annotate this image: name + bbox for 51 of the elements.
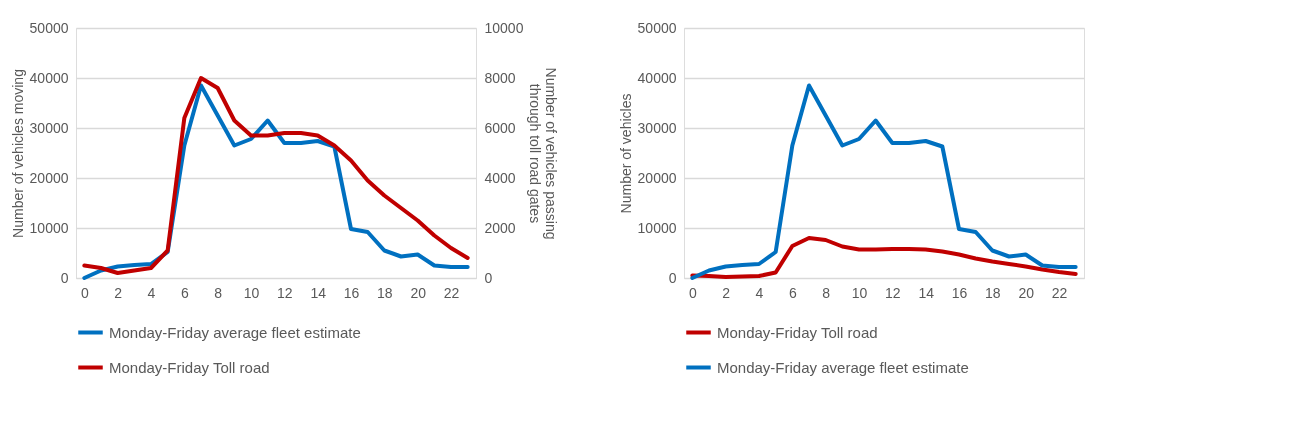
y-tick-label: 20000	[637, 169, 677, 186]
x-tick-label: 2	[114, 284, 123, 301]
x-tick-label: 18	[377, 284, 393, 301]
x-tick-label: 0	[688, 284, 697, 301]
line-series	[690, 83, 1078, 280]
x-tick-label: 16	[951, 284, 968, 301]
y-tick-label: 40000	[637, 69, 677, 86]
x-tick-label: 20	[410, 284, 427, 301]
x-tick-label: 0	[80, 284, 89, 301]
x-tick-label: 6	[180, 284, 189, 301]
x-tick-label: 12	[885, 284, 901, 301]
x-tick-label: 20	[1018, 284, 1035, 301]
x-tick-label: 4	[147, 284, 156, 301]
x-tick-label: 12	[277, 284, 293, 301]
x-tick-label: 2	[722, 284, 731, 301]
y2-tick-label: 6000	[484, 119, 516, 136]
y-tick-label: 0	[60, 269, 69, 286]
legend-label: Monday-Friday average fleet estimate	[109, 323, 361, 341]
y-axis-title: Number of vehicles moving	[9, 69, 26, 238]
x-tick-label: 8	[822, 284, 831, 301]
y-tick-label: 30000	[637, 119, 677, 136]
y2-tick-label: 0	[484, 269, 493, 286]
y-axis-title: Number of vehicles	[617, 93, 634, 214]
y-tick-label: 30000	[29, 119, 69, 136]
x-tick-label: 22	[1051, 284, 1068, 301]
y-tick-label: 40000	[29, 69, 69, 86]
y-tick-label: 10000	[29, 219, 69, 236]
y2-tick-label: 8000	[484, 69, 516, 86]
y-tick-label: 20000	[29, 169, 69, 186]
x-tick-label: 10	[851, 284, 868, 301]
legend-label: Monday-Friday average fleet estimate	[717, 358, 969, 376]
line-series	[690, 236, 1078, 279]
y2-axis-title: Number of vehicles passing through toll road gates	[527, 67, 560, 240]
y2-tick-label: 4000	[484, 169, 516, 186]
x-tick-label: 10	[243, 284, 260, 301]
y2-tick-label: 10000	[484, 19, 524, 36]
y-tick-label: 10000	[637, 219, 677, 236]
y-tick-label: 50000	[29, 19, 69, 36]
legend-label: Monday-Friday Toll road	[717, 323, 878, 341]
x-tick-label: 18	[985, 284, 1001, 301]
x-tick-label: 8	[214, 284, 223, 301]
x-tick-label: 14	[310, 284, 327, 301]
y2-tick-label: 2000	[484, 219, 516, 236]
x-tick-label: 16	[343, 284, 360, 301]
x-tick-label: 4	[755, 284, 764, 301]
x-tick-label: 14	[918, 284, 935, 301]
x-tick-label: 6	[788, 284, 797, 301]
x-tick-label: 22	[443, 284, 460, 301]
y-tick-label: 50000	[637, 19, 677, 36]
y-tick-label: 0	[668, 269, 677, 286]
legend-label: Monday-Friday Toll road	[109, 358, 270, 376]
